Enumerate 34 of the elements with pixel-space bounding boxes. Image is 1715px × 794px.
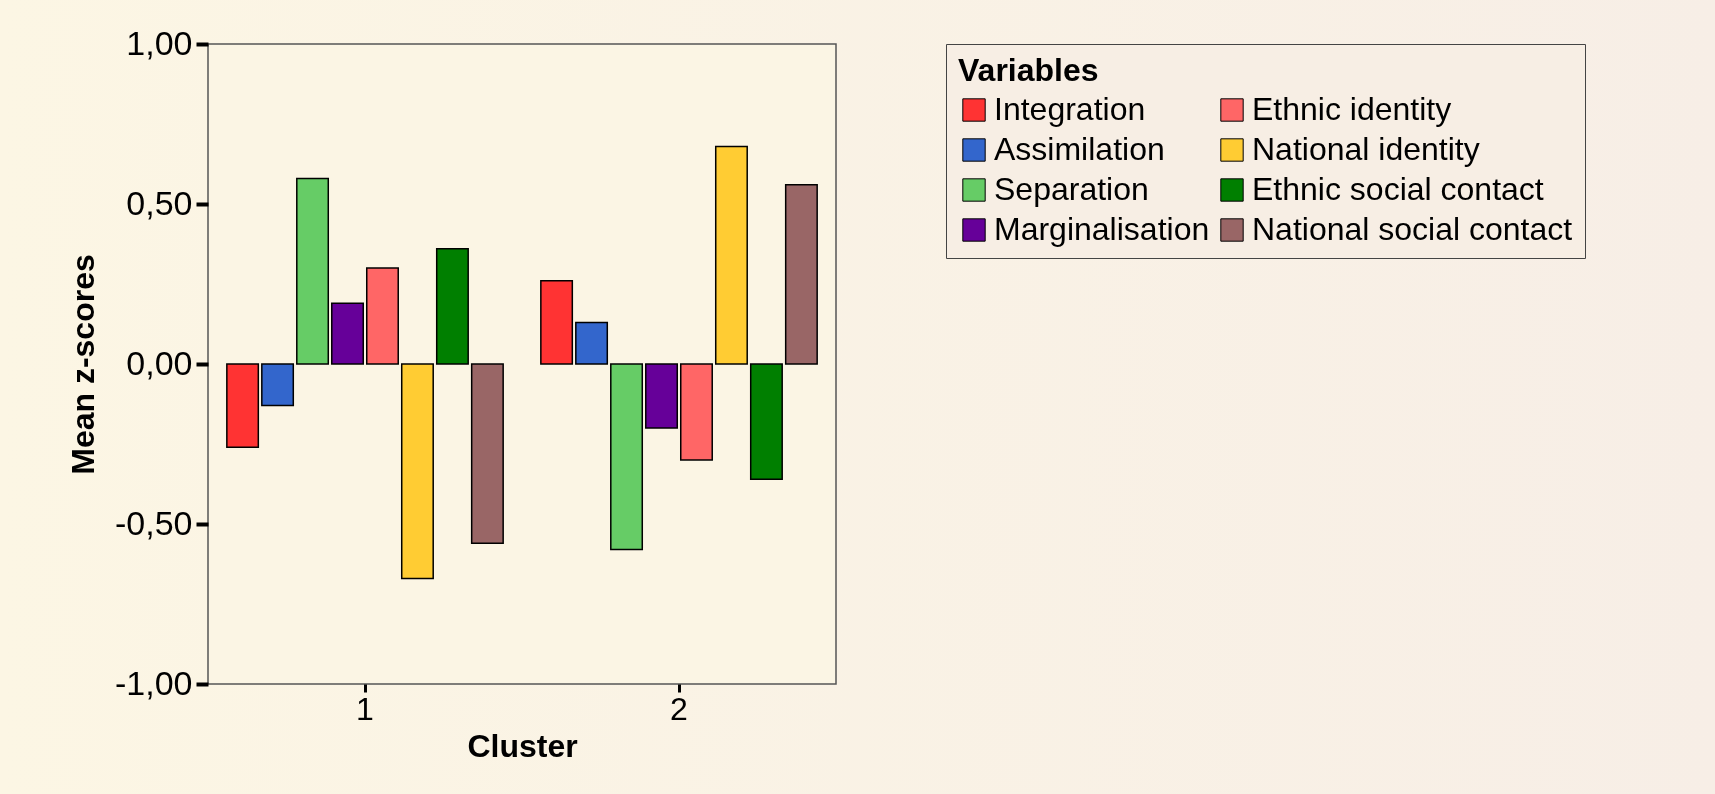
- bar: [400, 363, 434, 580]
- bar: [645, 363, 678, 429]
- legend-label: National identity: [1252, 131, 1480, 167]
- y-tick-label: 0,50: [126, 183, 193, 222]
- x-axis-title: Cluster: [467, 727, 578, 764]
- y-tick-label: -0,50: [115, 503, 193, 542]
- bar: [784, 184, 818, 365]
- bar: [226, 363, 260, 448]
- bar: [366, 267, 399, 365]
- legend-label: National social contact: [1252, 211, 1573, 247]
- bar: [610, 363, 644, 551]
- bar: [714, 145, 748, 365]
- y-tick-label: 0,00: [126, 343, 193, 382]
- bar: [261, 363, 295, 407]
- bar: [470, 363, 504, 544]
- legend-title: Variables: [958, 52, 1099, 88]
- y-tick-label: -1,00: [115, 663, 193, 702]
- legend-label: Integration: [994, 91, 1146, 127]
- bar: [540, 280, 574, 365]
- x-tick-label: 1: [356, 690, 374, 727]
- x-tick-label: 2: [670, 690, 688, 727]
- y-axis-title: Mean z-scores: [65, 254, 101, 475]
- bar: [575, 321, 609, 365]
- legend-label: Marginalisation: [994, 211, 1210, 247]
- legend-label: Assimilation: [994, 131, 1165, 167]
- legend-label: Ethnic social contact: [1252, 171, 1544, 207]
- y-tick-label: 1,00: [126, 23, 193, 62]
- bar: [296, 177, 330, 365]
- legend-label: Ethnic identity: [1252, 91, 1452, 127]
- legend-label: Separation: [994, 171, 1149, 207]
- bar: [435, 248, 469, 365]
- bar: [680, 363, 713, 461]
- bar: [331, 302, 364, 365]
- bar: [749, 363, 783, 480]
